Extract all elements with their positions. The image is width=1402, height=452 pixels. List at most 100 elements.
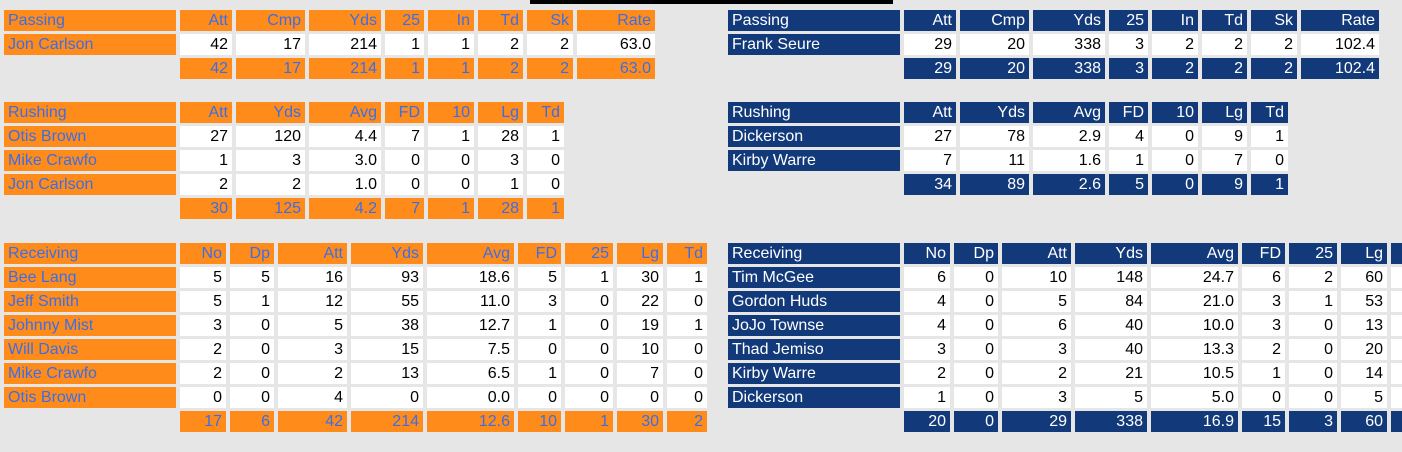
stat-cell: 6 <box>1242 267 1285 288</box>
stat-cell: 53 <box>1341 291 1387 312</box>
player-name: Mike Crawfo <box>4 363 176 384</box>
column-header: Avg <box>1151 243 1238 264</box>
player-name: Kirby Warre <box>728 150 900 171</box>
column-header: Td <box>527 102 564 123</box>
column-header: FD <box>518 243 561 264</box>
stat-cell: 0 <box>1391 387 1402 408</box>
stat-cell: 0 <box>230 387 274 408</box>
stat-cell: 1 <box>565 267 613 288</box>
stat-cell: 60 <box>1341 267 1387 288</box>
stat-cell: 27 <box>904 126 956 147</box>
stat-cell: 21.0 <box>1151 291 1238 312</box>
stat-cell: 0 <box>351 387 423 408</box>
stat-cell: 7 <box>904 150 956 171</box>
header-row: Rushing Att Yds Avg FD 10 Lg Td <box>728 102 1288 123</box>
total-cell: 17 <box>236 58 305 79</box>
player-name: Bee Lang <box>4 267 176 288</box>
column-header: No <box>180 243 226 264</box>
stat-cell: 3 <box>1242 315 1285 336</box>
stat-cell: 17 <box>236 34 305 55</box>
column-header: Avg <box>1033 102 1105 123</box>
stat-cell: 5 <box>1075 387 1147 408</box>
total-cell: 6 <box>230 411 274 432</box>
stat-cell: 0 <box>1152 126 1198 147</box>
column-header: Yds <box>309 10 381 31</box>
section-title: Passing <box>4 10 176 31</box>
stat-cell: 0 <box>565 291 613 312</box>
stat-cell: 1 <box>1289 291 1337 312</box>
stat-cell: 1 <box>1242 363 1285 384</box>
stat-cell: 120 <box>236 126 305 147</box>
stat-cell: 0 <box>565 363 613 384</box>
stat-cell: 5 <box>180 291 226 312</box>
stat-cell: 10.0 <box>1151 315 1238 336</box>
stat-cell: 0 <box>518 387 561 408</box>
header-row: Passing Att Cmp Yds 25 In Td Sk Rate <box>728 10 1379 31</box>
total-cell: 60 <box>1341 411 1387 432</box>
column-header: Lg <box>1341 243 1387 264</box>
stat-cell: 29 <box>904 34 956 55</box>
stat-cell: 3 <box>1109 34 1148 55</box>
total-cell: 2 <box>667 411 707 432</box>
stat-cell: 2.9 <box>1033 126 1105 147</box>
stat-cell: 1 <box>527 126 564 147</box>
column-header: Att <box>904 102 956 123</box>
table-row: Jon Carlson 42 17 214 1 1 2 2 63.0 <box>4 34 655 55</box>
stat-cell: 0 <box>617 387 663 408</box>
column-header: 25 <box>385 10 424 31</box>
stat-cell: 5.0 <box>1151 387 1238 408</box>
stat-cell: 3 <box>236 150 305 171</box>
stat-cell: 1 <box>904 387 950 408</box>
column-header: Rate <box>1301 10 1379 31</box>
total-cell: 30 <box>180 198 232 219</box>
total-cell: 2 <box>1152 58 1198 79</box>
stat-cell: 3 <box>1242 291 1285 312</box>
stat-cell: 0 <box>1289 387 1337 408</box>
stat-cell: 21 <box>1075 363 1147 384</box>
stat-cell: 13 <box>1341 315 1387 336</box>
total-cell: 29 <box>1002 411 1071 432</box>
column-header: 10 <box>1152 102 1198 123</box>
stat-cell: 0 <box>518 339 561 360</box>
totals-row: 17 6 42 214 12.6 10 1 30 2 <box>4 411 707 432</box>
player-name: Gordon Huds <box>728 291 900 312</box>
stat-cell: 3 <box>1002 387 1071 408</box>
column-header: Avg <box>309 102 381 123</box>
stat-cell: 7.5 <box>427 339 514 360</box>
stat-cell: 19 <box>617 315 663 336</box>
player-name: Will Davis <box>4 339 176 360</box>
stat-cell: 2 <box>278 363 347 384</box>
header-row: Passing Att Cmp Yds 25 In Td Sk Rate <box>4 10 655 31</box>
stat-cell: 2 <box>1152 34 1198 55</box>
column-header: Rate <box>577 10 655 31</box>
player-name: Kirby Warre <box>728 363 900 384</box>
stat-cell: 5 <box>278 315 347 336</box>
stat-cell: 2 <box>180 174 232 195</box>
table-row: Kirby Warre 7 11 1.6 1 0 7 0 <box>728 150 1288 171</box>
section-title: Passing <box>728 10 900 31</box>
column-header: Dp <box>230 243 274 264</box>
total-cell: 2 <box>527 58 573 79</box>
stat-cell: 12 <box>278 291 347 312</box>
column-header: Att <box>1002 243 1071 264</box>
stat-cell: 1.6 <box>1033 150 1105 171</box>
table-row: Mike Crawfo 1 3 3.0 0 0 3 0 <box>4 150 564 171</box>
total-cell: 2 <box>1251 58 1297 79</box>
stat-cell: 0 <box>954 363 998 384</box>
total-cell: 20 <box>960 58 1029 79</box>
stat-cell: 2 <box>1202 34 1247 55</box>
table-row: Jeff Smith 5 1 12 55 11.0 3 0 22 0 <box>4 291 707 312</box>
stat-cell: 10.5 <box>1151 363 1238 384</box>
stat-cell: 11 <box>960 150 1029 171</box>
stat-cell: 30 <box>617 267 663 288</box>
player-name: Jon Carlson <box>4 34 176 55</box>
header-row: Rushing Att Yds Avg FD 10 Lg Td <box>4 102 564 123</box>
stat-cell: 2 <box>236 174 305 195</box>
stat-cell: 20 <box>1341 339 1387 360</box>
stat-cell: 1 <box>667 315 707 336</box>
stat-cell: 42 <box>180 34 232 55</box>
column-header: Cmp <box>960 10 1029 31</box>
total-cell: 63.0 <box>577 58 655 79</box>
column-header: Cmp <box>236 10 305 31</box>
